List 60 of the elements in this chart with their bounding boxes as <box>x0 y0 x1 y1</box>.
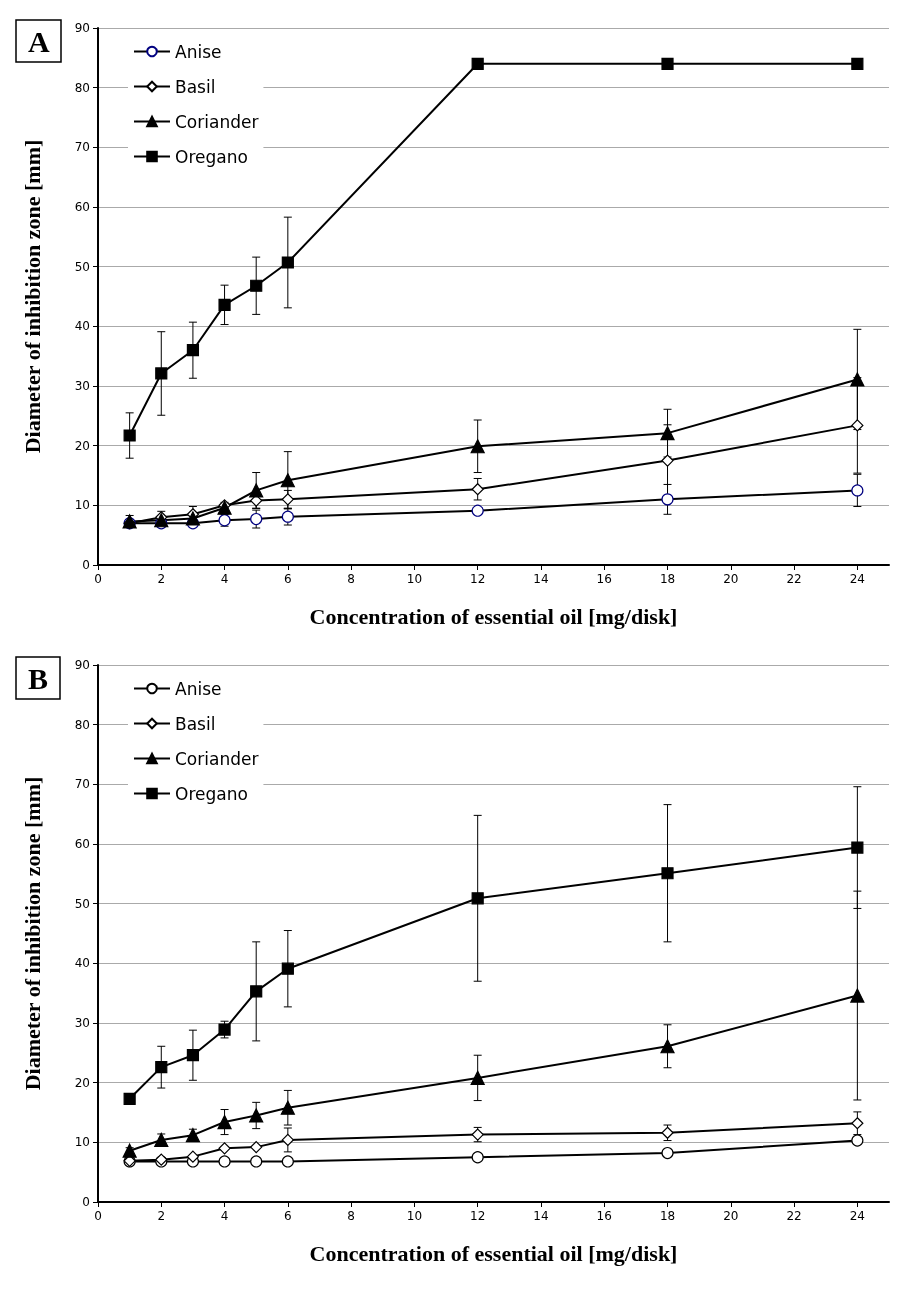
legend-label: Oregano <box>175 146 248 167</box>
x-tick-label: 14 <box>533 1209 549 1223</box>
x-tick-label: 8 <box>347 1209 355 1223</box>
y-axis-title: Diameter of inhibition zone [mm] <box>19 139 45 454</box>
chart-title: B <box>28 661 49 695</box>
y-tick-label: 40 <box>74 956 90 971</box>
x-tick-label: 2 <box>157 572 166 586</box>
x-tick-label: 20 <box>723 1209 739 1223</box>
y-tick-label: 80 <box>74 717 90 732</box>
y-tick-label: 50 <box>74 896 90 911</box>
x-tick-label: 24 <box>849 572 865 586</box>
y-axis-title: Diameter of inhibition zone [mm] <box>19 776 45 1091</box>
x-tick-label: 4 <box>220 572 229 586</box>
chart-title: A <box>28 24 50 58</box>
y-tick-label: 0 <box>82 558 90 572</box>
x-tick-label: 12 <box>470 1209 486 1223</box>
x-tick-label: 8 <box>347 572 355 586</box>
x-tick-label: 24 <box>849 1209 865 1223</box>
x-tick-label: 4 <box>220 1209 229 1223</box>
x-tick-label: 10 <box>406 572 423 586</box>
x-tick-label: 16 <box>596 572 612 586</box>
x-tick-label: 0 <box>94 572 102 586</box>
x-tick-label: 22 <box>786 572 802 586</box>
y-tick-label: 20 <box>74 1075 90 1090</box>
y-tick-label: 70 <box>74 140 90 155</box>
legend-label: Basil <box>175 713 216 734</box>
y-tick-label: 30 <box>74 1016 90 1030</box>
x-tick-label: 12 <box>470 572 486 586</box>
y-tick-label: 40 <box>74 319 90 334</box>
y-tick-label: 90 <box>74 21 90 35</box>
y-tick-label: 10 <box>74 498 90 513</box>
x-tick-label: 20 <box>723 572 739 586</box>
y-tick-label: 50 <box>74 259 90 274</box>
y-tick-label: 80 <box>74 80 90 95</box>
x-tick-label: 16 <box>596 1209 612 1223</box>
y-tick-label: 70 <box>74 777 90 792</box>
x-tick-label: 18 <box>659 572 676 586</box>
legend-label: Anise <box>175 41 222 62</box>
legend-label: Basil <box>175 76 216 97</box>
x-tick-label: 0 <box>94 1209 102 1223</box>
y-tick-label: 10 <box>74 1135 90 1150</box>
y-tick-label: 30 <box>74 379 90 393</box>
x-tick-label: 6 <box>284 572 292 586</box>
x-tick-label: 2 <box>157 1209 166 1223</box>
x-tick-label: 14 <box>533 572 549 586</box>
y-tick-label: 0 <box>82 1195 90 1209</box>
legend-label: Anise <box>175 678 222 699</box>
x-axis-title: Concentration of essential oil [mg/disk] <box>309 1240 678 1266</box>
x-tick-label: 18 <box>659 1209 676 1223</box>
x-tick-label: 10 <box>406 1209 423 1223</box>
y-tick-label: 60 <box>74 837 90 851</box>
legend-label: Coriander <box>175 111 259 132</box>
legend-label: Coriander <box>175 748 259 769</box>
x-axis-title: Concentration of essential oil [mg/disk] <box>309 603 678 629</box>
x-tick-label: 6 <box>284 1209 292 1223</box>
y-tick-label: 60 <box>74 200 90 214</box>
y-tick-label: 20 <box>74 438 90 453</box>
x-tick-label: 22 <box>786 1209 802 1223</box>
legend-label: Oregano <box>175 783 248 804</box>
y-tick-label: 90 <box>74 658 90 672</box>
